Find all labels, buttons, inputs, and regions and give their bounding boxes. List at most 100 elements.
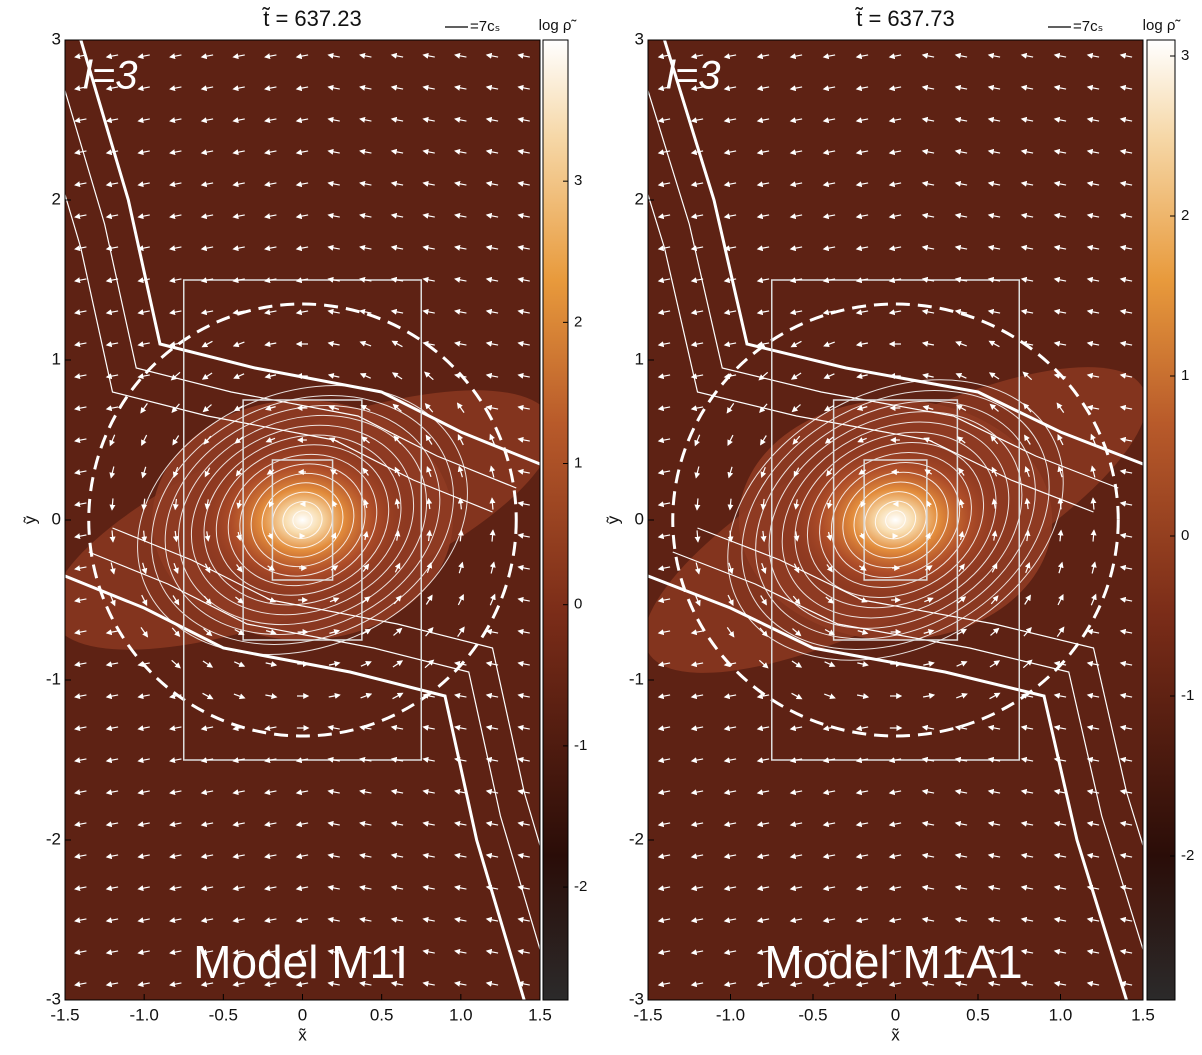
velocity-arrow	[105, 917, 119, 924]
velocity-arrow	[1086, 52, 1100, 59]
velocity-arrow	[105, 85, 119, 92]
annotation: l=3	[83, 54, 138, 98]
velocity-arrow	[822, 725, 836, 732]
velocity-arrow	[454, 820, 467, 827]
velocity-arrow	[489, 465, 496, 478]
velocity-arrow	[359, 916, 372, 923]
velocity-arrow	[789, 885, 803, 892]
velocity-arrow	[327, 212, 340, 219]
colorbar-tick-label: 0	[1181, 527, 1189, 544]
x-tick-label: -0.5	[798, 1005, 827, 1024]
velocity-arrow	[1020, 724, 1034, 731]
velocity-arrow	[987, 916, 1001, 923]
velocity-arrow	[169, 245, 182, 252]
contour	[261, 482, 344, 558]
contour	[227, 453, 378, 587]
velocity-arrow	[105, 629, 119, 636]
velocity-arrow	[489, 561, 496, 574]
velocity-arrow	[264, 309, 277, 316]
velocity-arrow	[141, 562, 148, 575]
velocity-arrow	[390, 180, 404, 187]
velocity-arrow	[390, 852, 404, 859]
velocity-arrow	[422, 788, 435, 795]
velocity-arrow	[109, 434, 116, 447]
velocity-arrow	[925, 532, 931, 539]
velocity-arrow	[330, 532, 337, 539]
velocity-arrow	[888, 85, 902, 92]
velocity-arrow	[485, 916, 499, 923]
velocity-arrow	[422, 756, 435, 763]
velocity-arrow	[888, 181, 902, 188]
velocity-arrow	[888, 149, 902, 156]
velocity-arrow	[137, 213, 150, 220]
velocity-arrow	[390, 980, 404, 987]
velocity-arrow	[1053, 244, 1067, 251]
velocity-arrow	[657, 757, 671, 764]
velocity-arrow	[855, 149, 869, 156]
velocity-arrow	[1053, 276, 1067, 283]
velocity-arrow	[792, 435, 801, 445]
velocity-arrow	[359, 756, 372, 763]
velocity-arrow	[756, 981, 770, 988]
velocity-arrow	[74, 789, 87, 796]
velocity-arrow	[987, 980, 1001, 987]
velocity-arrow	[454, 884, 467, 891]
velocity-arrow	[517, 212, 530, 219]
velocity-arrow	[1024, 562, 1031, 574]
velocity-arrow	[1119, 52, 1133, 59]
velocity-arrow	[888, 309, 902, 316]
velocity-arrow	[727, 498, 734, 511]
velocity-arrow	[169, 53, 182, 60]
velocity-arrow	[172, 595, 180, 606]
velocity-arrow	[200, 181, 214, 188]
streamline	[672, 551, 1143, 952]
velocity-arrow	[825, 596, 835, 604]
velocity-arrow	[789, 245, 803, 252]
velocity-arrow	[200, 53, 214, 60]
velocity-arrow	[264, 789, 277, 796]
velocity-arrow	[137, 53, 150, 60]
velocity-arrow	[657, 85, 671, 92]
nested-grid-box	[242, 399, 363, 641]
velocity-arrow	[295, 245, 309, 252]
velocity-arrow	[137, 341, 150, 348]
velocity-arrow	[855, 181, 869, 188]
velocity-arrow	[517, 884, 530, 891]
velocity-arrow	[454, 116, 467, 123]
velocity-arrow	[359, 724, 372, 731]
velocity-arrow	[657, 885, 671, 892]
velocity-arrow	[789, 725, 803, 732]
velocity-arrow	[888, 117, 902, 124]
velocity-arrow	[489, 593, 496, 606]
velocity-arrow	[360, 692, 373, 699]
velocity-arrow	[137, 821, 150, 828]
velocity-arrow	[329, 469, 338, 476]
velocity-arrow	[137, 277, 150, 284]
velocity-arrow	[1053, 212, 1067, 219]
velocity-arrow	[327, 276, 340, 283]
velocity-arrow	[485, 724, 499, 731]
velocity-arrow	[140, 627, 149, 638]
velocity-arrow	[422, 52, 435, 59]
velocity-arrow	[295, 309, 309, 316]
velocity-arrow	[295, 149, 309, 156]
velocity-arrow	[824, 436, 834, 444]
velocity-arrow	[690, 245, 704, 252]
velocity-arrow	[360, 661, 372, 667]
velocity-arrow	[295, 981, 309, 988]
velocity-arrow	[200, 885, 214, 892]
velocity-arrow	[756, 117, 770, 124]
velocity-arrow	[74, 629, 87, 636]
velocity-arrow	[956, 404, 967, 412]
velocity-arrow	[105, 341, 119, 348]
velocity-arrow	[690, 341, 704, 348]
velocity-arrow	[987, 308, 1001, 315]
velocity-arrow	[789, 789, 803, 796]
velocity-arrow	[1119, 84, 1133, 91]
velocity-arrow	[1020, 756, 1034, 763]
velocity-arrow	[390, 948, 404, 955]
colorbar-tick-label: 1	[574, 454, 582, 471]
velocity-arrow	[989, 660, 1001, 668]
x-tick-label: 0.5	[370, 1005, 394, 1024]
velocity-arrow	[657, 949, 671, 956]
